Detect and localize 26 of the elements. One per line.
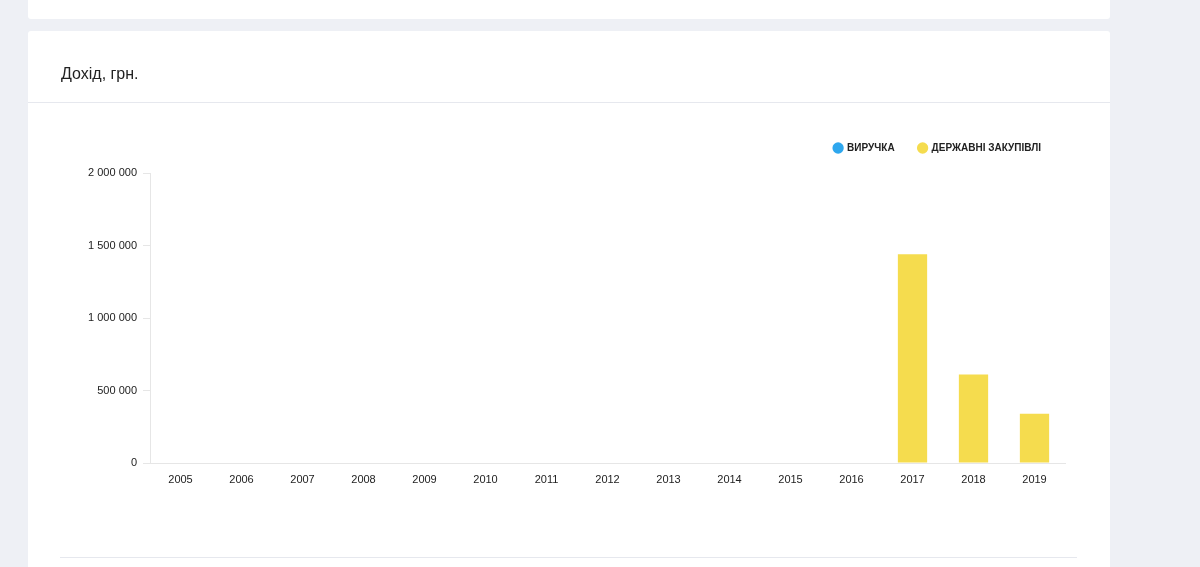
y-tick-label: 0 [130,456,137,469]
y-tick-label: 500 000 [97,383,137,396]
y-tick-label: 2 000 000 [88,166,137,179]
y-tick-label: 1 000 000 [88,311,137,324]
x-tick-label: 2010 [473,472,498,485]
chart-title: Дохід, грн. [61,64,139,84]
x-tick-label: 2011 [534,472,559,485]
x-tick-label: 2007 [290,472,315,485]
x-tick-label: 2009 [412,472,437,485]
x-tick-label: 2013 [656,472,681,485]
x-tick-label: 2012 [595,472,620,485]
legend-label: ВИРУЧКА [847,141,895,153]
x-tick-label: 2016 [839,472,864,485]
x-tick-label: 2005 [168,472,193,485]
x-tick-label: 2008 [351,472,376,485]
x-tick-label: 2015 [778,472,803,485]
x-tick-label: 2014 [717,472,742,485]
x-tick-label: 2017 [900,472,925,485]
bar [1019,413,1050,463]
x-tick-label: 2018 [961,472,986,485]
y-tick-label: 1 500 000 [88,238,137,251]
legend-label: ДЕРЖАВНІ ЗАКУПІВЛІ [931,141,1042,153]
bar [897,254,928,463]
x-tick-label: 2006 [229,472,254,485]
x-tick-label: 2019 [1022,472,1047,485]
bar [958,374,989,463]
